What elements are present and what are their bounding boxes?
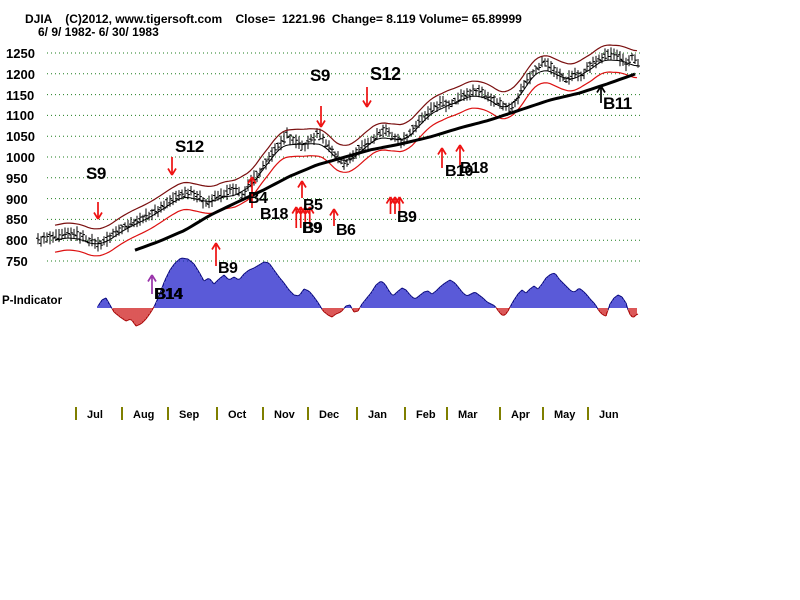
signal-label: B14 [154, 286, 182, 303]
y-axis-label: 950 [6, 170, 28, 186]
p-indicator-positive-bars [97, 258, 627, 308]
buy-arrow-up-icon [394, 196, 405, 214]
month-label: Dec [319, 409, 340, 421]
buy-arrow-up-icon [147, 274, 157, 294]
buy-arrow-up-icon [305, 206, 315, 228]
y-axis-label: 900 [6, 191, 28, 207]
y-axis-label: 850 [6, 212, 28, 228]
month-label: Aug [133, 409, 155, 421]
month-label: Jun [599, 409, 619, 421]
signal-label: B11 [603, 94, 632, 113]
signal-label: B9 [397, 209, 417, 226]
month-label: Jul [87, 409, 103, 421]
signal-label: B5 [303, 197, 323, 214]
sell-arrow-down-icon [93, 202, 103, 220]
month-label: Jan [368, 409, 387, 421]
signal-label: B18 [260, 206, 288, 223]
mid-band-line [54, 59, 638, 245]
p-indicator-label: P-Indicator [2, 295, 63, 307]
signal-label: S12 [370, 64, 401, 84]
p-indicator-envelope-pos [97, 257, 629, 311]
month-label: May [554, 409, 576, 421]
y-axis-label: 1150 [6, 87, 35, 103]
ohlc-bars [36, 47, 640, 252]
sell-arrow-down-icon [316, 106, 326, 128]
y-axis-label: 1100 [6, 108, 35, 124]
symbol-label: DJIA [25, 12, 52, 26]
y-axis-label: 1050 [6, 129, 35, 145]
chart-header: DJIA (C)2012, www.tigersoft.com Close= 1… [25, 12, 522, 26]
p-indicator-negative-bars [113, 308, 637, 326]
signal-label: S9 [310, 66, 330, 85]
signal-label: S12 [175, 137, 204, 156]
sell-arrow-down-icon [167, 157, 177, 176]
y-axis-label: 1200 [6, 66, 35, 82]
buy-arrow-up-icon [455, 144, 465, 165]
thick-ma-line [134, 72, 636, 252]
copyright-label: (C)2012, www.tigersoft.com [65, 12, 223, 26]
date-range-label: 6/ 9/ 1982- 6/ 30/ 1983 [38, 25, 159, 39]
month-label: Mar [458, 409, 478, 421]
buy-arrow-up-icon [329, 208, 339, 226]
month-label: Oct [228, 409, 247, 421]
buy-arrow-up-icon [437, 147, 447, 168]
month-label: Sep [179, 409, 200, 421]
y-axis-label: 1000 [6, 150, 35, 165]
signal-label: B6 [336, 222, 356, 239]
y-axis-label: 800 [6, 233, 28, 249]
buy-arrow-up-icon [596, 85, 606, 103]
month-label: Apr [511, 409, 530, 421]
buy-arrow-up-icon [247, 176, 257, 208]
close-value: Close= 1221.96 [235, 12, 326, 26]
lower-band-line [54, 71, 638, 257]
sell-arrow-down-icon [362, 87, 372, 108]
signal-label: B10 [445, 163, 473, 180]
y-axis-label: 1250 [6, 46, 35, 61]
month-label: Nov [274, 409, 295, 421]
p-indicator-envelope-neg [111, 306, 639, 327]
signal-label: B9 [302, 220, 322, 237]
signal-label: B4 [248, 190, 268, 207]
signal-label: S9 [86, 164, 106, 183]
buy-arrow-up-icon [297, 180, 307, 198]
change-value: Change= 8.119 [331, 12, 416, 26]
y-axis-label: 750 [6, 254, 28, 269]
upper-band-line [54, 44, 638, 230]
month-label: Feb [416, 409, 436, 421]
buy-arrow-up-icon [211, 242, 221, 266]
volume-value: Volume= 65.89999 [418, 12, 522, 26]
signal-label: B18 [460, 160, 488, 177]
signal-label: B9 [218, 260, 238, 277]
